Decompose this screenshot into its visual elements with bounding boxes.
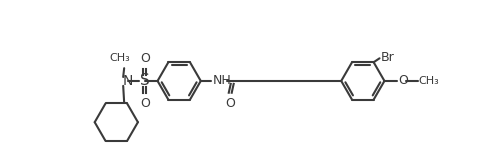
Text: O: O — [398, 74, 408, 88]
Text: O: O — [225, 97, 235, 110]
Text: CH₃: CH₃ — [110, 53, 131, 63]
Text: Br: Br — [380, 51, 394, 64]
Text: CH₃: CH₃ — [419, 76, 440, 86]
Text: O: O — [140, 97, 150, 110]
Text: NH: NH — [212, 74, 231, 88]
Text: N: N — [123, 74, 133, 88]
Text: O: O — [140, 52, 150, 65]
Text: S: S — [140, 73, 150, 88]
